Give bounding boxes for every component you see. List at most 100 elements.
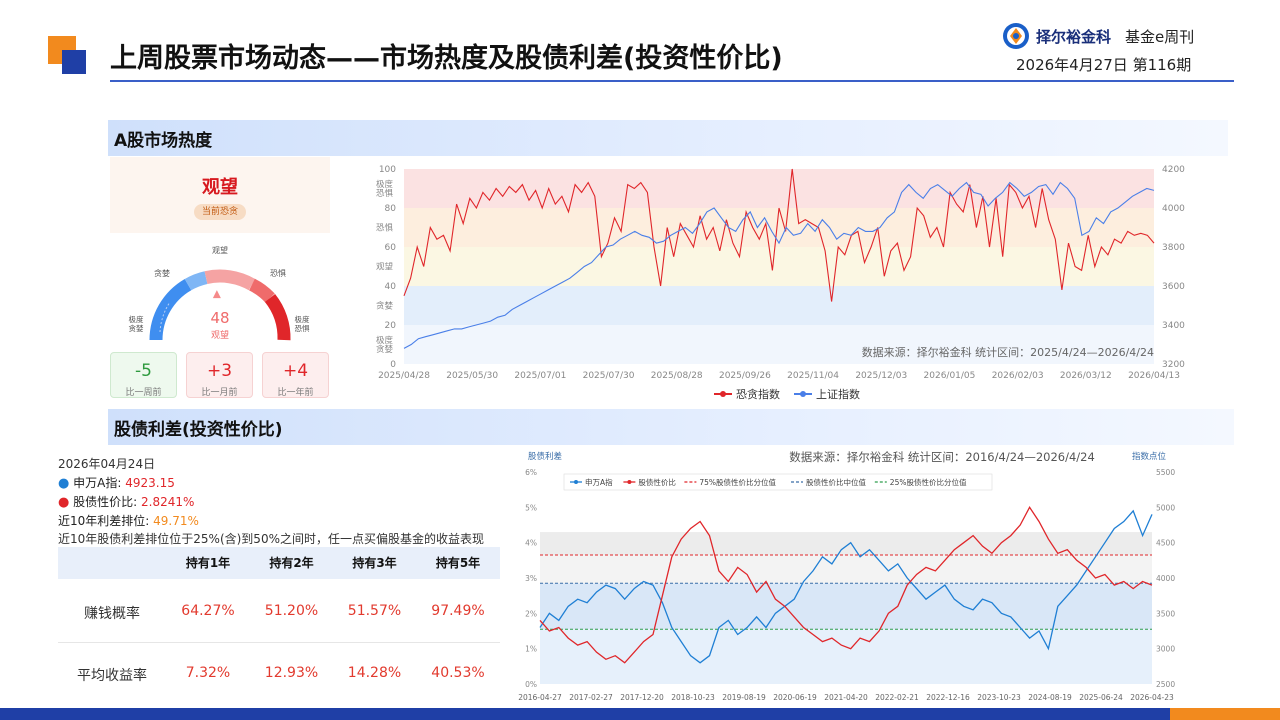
gauge-pointer-icon [212, 290, 221, 299]
compare-month-value: +3 [206, 361, 233, 381]
avg-return-5y: 40.53% [431, 665, 485, 681]
chart2-right-tick: 3500 [1156, 609, 1175, 618]
chart2-series-0 [539, 509, 1153, 664]
svg-text:股债性价比中位值: 股债性价比中位值 [806, 477, 866, 487]
sentiment-summary [110, 157, 330, 233]
chart2-x-tick: 2017-12-20 [620, 693, 664, 702]
chart1-right-tick: 3600 [1162, 282, 1185, 292]
table-header-1y: 持有1年 [166, 547, 250, 579]
chart2-x-tick: 2019-08-19 [722, 693, 766, 702]
footer-bar [0, 708, 1280, 720]
chart2-x-tick: 2022-02-21 [875, 693, 919, 702]
spread-value-row: ● 股债性价比: 2.8241% [58, 493, 194, 510]
chart2-series-1 [539, 506, 1153, 664]
issue-info: 2026年4月27日 第116期 [1016, 56, 1192, 74]
chart2-x-tick: 2025-06-24 [1079, 693, 1123, 702]
chart2-x-tick: 2024-08-19 [1028, 693, 1072, 702]
avg-return-1y: 7.32% [185, 665, 231, 681]
blue-dot-icon: ● [58, 476, 70, 491]
sentiment-status: 观望 [202, 177, 238, 198]
chart1-left-tick: 20 [385, 321, 397, 331]
compare-month-card: +3 比一月前 [186, 352, 253, 398]
win-rate-5y: 97.49% [431, 603, 485, 619]
svg-text:上证指数: 上证指数 [816, 387, 860, 401]
chart2-legend-item-2: 75%股债性价比分位值 [684, 477, 777, 487]
chart2-left-tick: 5% [525, 503, 537, 512]
chart2-right-tick: 2500 [1156, 680, 1175, 689]
chart2-left-tick: 3% [525, 574, 537, 583]
chart1-left-tick: 80 [385, 204, 397, 214]
gauge-segment-neutral [204, 269, 256, 291]
page-title: 上周股票市场动态——市场热度及股债利差(投资性价比) [110, 43, 783, 74]
chart2-band-bottom [540, 629, 1152, 684]
chart2-x-tick: 2026-04-23 [1130, 693, 1174, 702]
chart1-zone-label: 恐惧 [376, 223, 394, 234]
svg-text:25%股债性价比分位值: 25%股债性价比分位值 [890, 477, 967, 487]
chart1-left-tick: 100 [379, 165, 396, 175]
chart1-zone-1 [404, 208, 1154, 247]
chart1-x-tick: 2025/12/03 [855, 371, 907, 381]
spread-index-label: 申万A指: [73, 476, 126, 490]
chart1-x-tick: 2025/04/28 [378, 371, 430, 381]
gauge-segment-extreme-greed [149, 278, 192, 341]
chart1-x-tick: 2026/04/13 [1128, 371, 1180, 381]
gauge-label-extreme-fear-2: 恐惧 [295, 323, 310, 333]
chart1-left-tick: 0 [390, 360, 396, 370]
win-rate-3y: 51.57% [347, 603, 402, 619]
gauge-segment-extreme-fear [264, 293, 291, 341]
table-divider [58, 642, 500, 643]
chart2-band-upper [540, 555, 1152, 584]
svg-text:股债性价比: 股债性价比 [638, 477, 676, 487]
chart2-left-tick: 0% [525, 680, 537, 689]
gauge-label-extreme-greed-1: 极度 [129, 314, 144, 324]
compare-week-card: -5 比一周前 [110, 352, 177, 398]
compare-year-card: +4 比一年前 [262, 352, 329, 398]
compare-year-label: 比一年前 [277, 388, 314, 398]
chart2-left-tick: 2% [525, 609, 537, 618]
row-label-avg-return: 平均收益率 [77, 668, 147, 684]
chart2-left-tick: 4% [525, 539, 537, 548]
chart1-source: 数据来源：择尔裕金科 统计区间：2025/4/24—2026/4/24 [862, 345, 1154, 359]
chart1-zone-label: 观望 [376, 262, 394, 273]
brand-name: 择尔裕金科 [1036, 27, 1112, 46]
chart1-x-tick: 2026/01/05 [924, 371, 976, 381]
gauge-value: 48 [210, 309, 229, 327]
chart2-legend: 申万A指 股债性价比 75%股债性价比分位值 股债性价比中位值 25%股债性价比分位值 [563, 473, 993, 491]
gauge-label-extreme-greed-2: 贪婪 [129, 323, 144, 333]
chart1-left-tick: 60 [385, 243, 397, 253]
footer-accent [1170, 708, 1280, 720]
chart2-source: 数据来源：择尔裕金科 统计区间：2016/4/24—2026/4/24 [789, 450, 1095, 464]
chart2-x-tick: 2023-10-23 [977, 693, 1021, 702]
header-divider [110, 80, 1234, 82]
svg-text:75%股债性价比分位值: 75%股债性价比分位值 [699, 477, 776, 487]
avg-return-3y: 14.28% [347, 665, 402, 681]
chart2-right-axis-label: 指数点位 [1132, 451, 1167, 462]
chart2-x-tick: 2018-10-23 [671, 693, 715, 702]
table-header-5y: 持有5年 [416, 547, 500, 579]
chart1-x-tick: 2026/02/03 [992, 371, 1044, 381]
chart1-x-tick: 2025/05/30 [446, 371, 498, 381]
chart2-right-tick: 5000 [1156, 503, 1175, 512]
gauge-label-extreme-fear-1: 极度 [295, 314, 310, 324]
brand-logo-icon [1003, 23, 1029, 49]
gauge-segment-greed [184, 271, 208, 291]
chart1-x-tick: 2025/09/26 [719, 371, 771, 381]
sentiment-tag: 当前恐贪 [194, 204, 246, 220]
chart2-band-high [540, 532, 1152, 556]
publication-name: 基金e周刊 [1125, 27, 1195, 46]
brand: 择尔裕金科 基金e周刊 [1002, 20, 1194, 52]
chart2-band-lower [540, 583, 1152, 630]
chart1-left-tick: 40 [385, 282, 397, 292]
chart1-right-tick: 3400 [1162, 321, 1185, 331]
chart1-legend-item: 恐贪指数 [714, 387, 780, 401]
chart1-right-tick: 4200 [1162, 165, 1185, 175]
chart1-x-tick: 2025/07/30 [583, 371, 635, 381]
chart1-zone-label: 极度 [376, 335, 394, 346]
chart1-series-1 [403, 181, 1155, 349]
chart1-right-tick: 3800 [1162, 243, 1185, 253]
chart1-right-tick: 3200 [1162, 360, 1185, 370]
chart2-x-tick: 2021-04-20 [824, 693, 868, 702]
chart1-series-0 [403, 168, 1155, 302]
compare-month-label: 比一月前 [201, 388, 238, 398]
fear-greed-chart: 极度恐惧恐惧观望贪婪极度贪婪02040608010032003400360038… [376, 165, 1185, 401]
